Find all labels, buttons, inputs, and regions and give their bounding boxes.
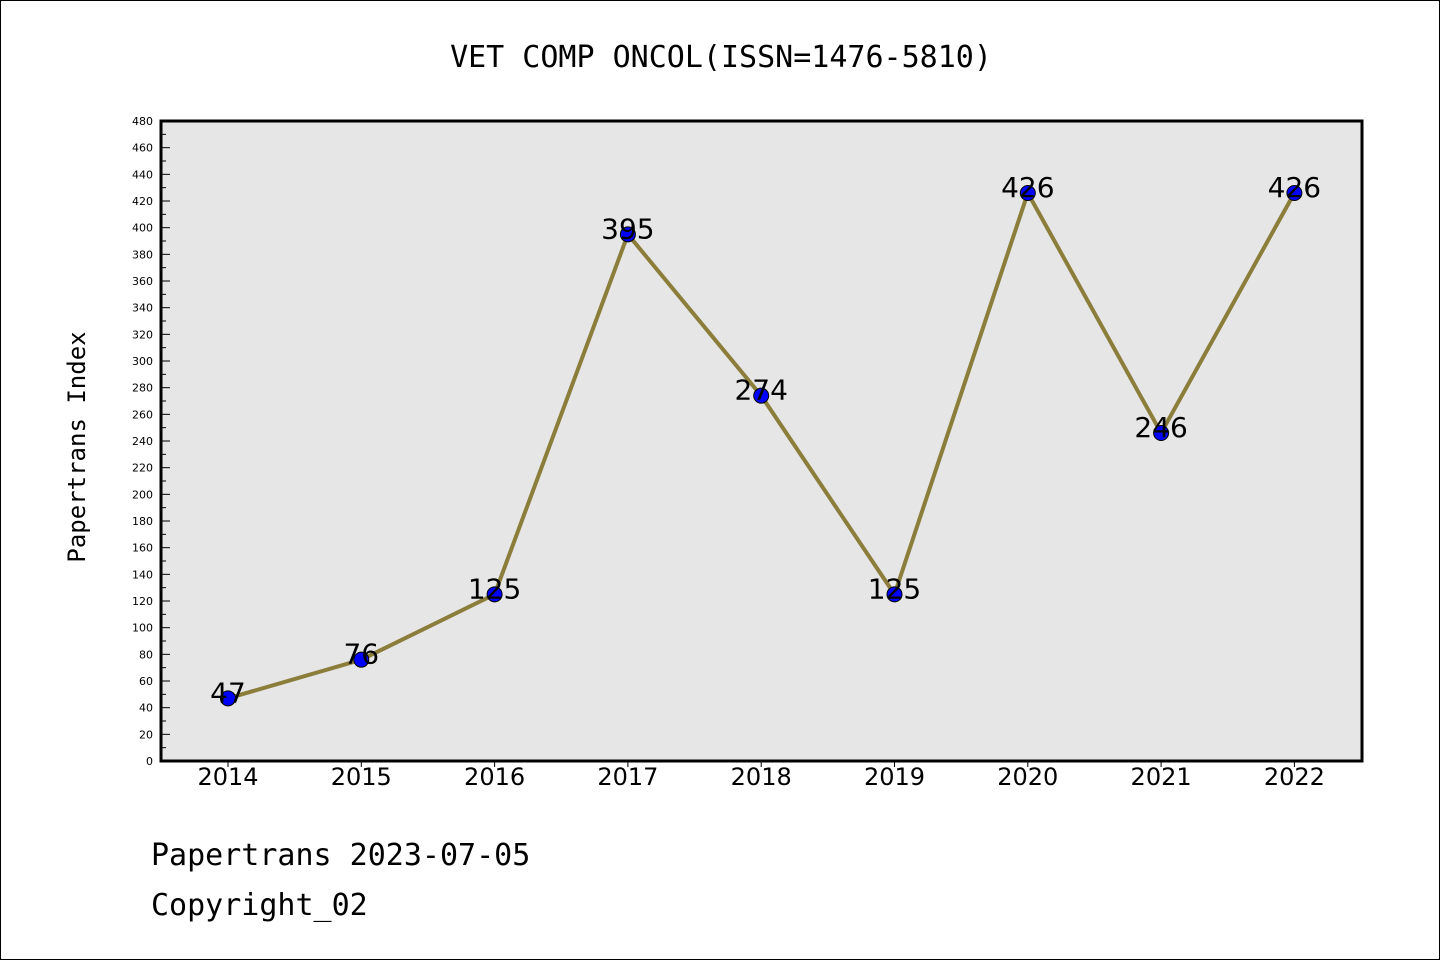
chart-title: VET COMP ONCOL(ISSN=1476-5810) bbox=[450, 40, 992, 75]
y-tick-label: 220 bbox=[132, 462, 153, 475]
data-point bbox=[353, 651, 370, 668]
x-tick-label: 2019 bbox=[864, 763, 925, 791]
x-tick-label: 2015 bbox=[331, 763, 392, 791]
y-tick-label: 480 bbox=[132, 115, 153, 128]
data-point bbox=[1153, 425, 1170, 441]
data-label: 125 bbox=[468, 572, 521, 605]
data-point bbox=[486, 586, 503, 603]
y-tick-label: 320 bbox=[132, 328, 153, 341]
y-tick-label: 260 bbox=[132, 408, 153, 421]
data-label: 426 bbox=[1001, 171, 1054, 204]
footer-date: Papertrans 2023-07-05 bbox=[151, 838, 530, 873]
y-tick-label: 20 bbox=[139, 728, 153, 741]
y-tick-label: 460 bbox=[132, 142, 153, 155]
data-point bbox=[619, 226, 636, 243]
y-tick-label: 60 bbox=[139, 675, 153, 688]
y-tick-label: 240 bbox=[132, 435, 153, 448]
data-label: 246 bbox=[1134, 411, 1187, 444]
data-point bbox=[1019, 185, 1036, 201]
footer-copyright: Copyright_02 bbox=[151, 888, 368, 923]
data-point bbox=[1286, 185, 1303, 201]
y-tick-label: 360 bbox=[132, 275, 153, 288]
y-tick-label: 120 bbox=[132, 595, 153, 608]
data-point bbox=[220, 690, 236, 707]
y-tick-label: 420 bbox=[132, 195, 153, 208]
x-tick-label: 2022 bbox=[1264, 763, 1325, 791]
data-point bbox=[753, 387, 770, 404]
data-labels: 47 76 125 395 274 125 426 246 426 bbox=[210, 171, 1321, 709]
y-tick-label: 100 bbox=[132, 622, 153, 635]
y-tick-label: 40 bbox=[139, 702, 153, 715]
x-tick-label: 2018 bbox=[731, 763, 792, 791]
x-axis: 2014 2015 2016 2017 2018 2019 2020 2021 2022 bbox=[197, 761, 1325, 791]
y-tick-label: 440 bbox=[132, 168, 153, 181]
y-tick-label: 140 bbox=[132, 568, 153, 581]
y-tick-label: 180 bbox=[132, 515, 153, 528]
y-tick-label: 160 bbox=[132, 542, 153, 555]
data-label: 395 bbox=[601, 212, 654, 245]
y-tick-label: 80 bbox=[139, 648, 153, 661]
x-tick-label: 2017 bbox=[597, 763, 658, 791]
y-tick-label: 340 bbox=[132, 302, 153, 315]
data-label: 47 bbox=[210, 676, 246, 709]
y-tick-label: 200 bbox=[132, 488, 153, 501]
x-tick-label: 2021 bbox=[1131, 763, 1192, 791]
x-tick-label: 2020 bbox=[997, 763, 1058, 791]
data-label: 76 bbox=[343, 638, 379, 671]
plot-border bbox=[159, 119, 1364, 763]
data-label: 125 bbox=[868, 572, 921, 605]
series-line-group bbox=[220, 185, 1303, 707]
x-tick-label: 2016 bbox=[464, 763, 525, 791]
data-point bbox=[886, 586, 903, 603]
y-tick-label: 400 bbox=[132, 222, 153, 235]
y-tick-label: 0 bbox=[146, 755, 153, 768]
y-tick-label: 280 bbox=[132, 382, 153, 395]
y-axis: 0 20 40 60 80 100 120 140 160 180 200 220 240 260 280 3… bbox=[132, 115, 170, 768]
data-label: 274 bbox=[734, 374, 787, 407]
y-tick-label: 380 bbox=[132, 248, 153, 261]
x-tick-label: 2014 bbox=[197, 763, 258, 791]
data-label: 426 bbox=[1268, 171, 1321, 204]
y-axis-label: Papertrans Index bbox=[63, 331, 91, 562]
y-tick-label: 300 bbox=[132, 355, 153, 368]
